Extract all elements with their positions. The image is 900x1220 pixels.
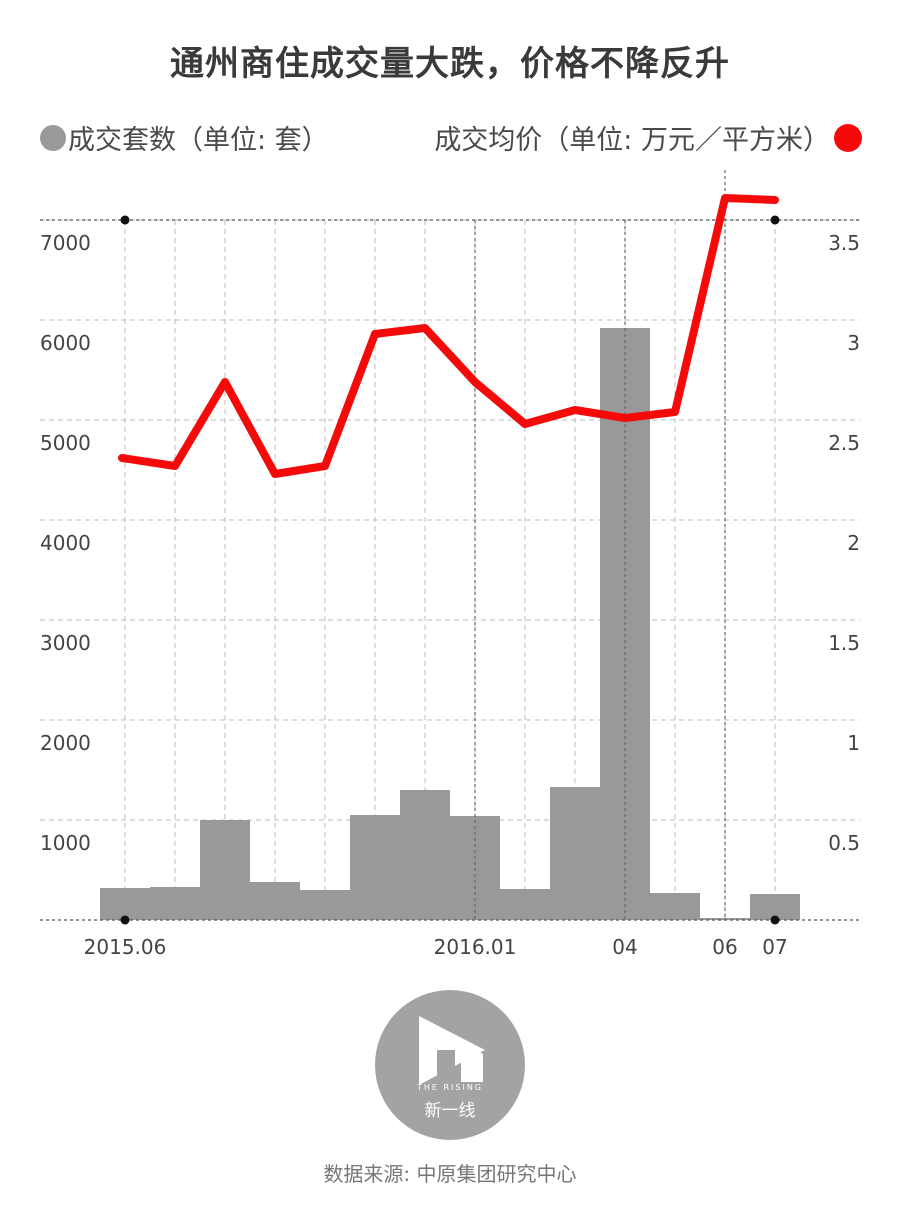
x-axis-tick-label: 06 xyxy=(712,935,737,959)
left-axis-tick-label: 4000 xyxy=(40,531,91,555)
logo-english-text: THE RISING xyxy=(416,1083,484,1092)
chart-canvas: 1000 2000 3000 4000 5000 6000 7000 0.5 1 1.5 2 2.5 3… xyxy=(40,170,860,959)
range-marker-dot xyxy=(120,215,130,225)
left-axis-tick-label: 5000 xyxy=(40,431,91,455)
right-axis-tick-label: 3.5 xyxy=(828,231,860,255)
right-axis-tick-label: 2 xyxy=(847,531,860,555)
range-marker-dot xyxy=(770,215,780,225)
right-axis-tick-label: 2.5 xyxy=(828,431,860,455)
legend-gray-dot-icon xyxy=(40,124,66,151)
bar xyxy=(350,815,400,920)
bar xyxy=(150,887,200,920)
legend-bars-label: 成交套数（单位: 套） xyxy=(68,125,329,156)
bar xyxy=(200,820,250,920)
bar xyxy=(500,889,550,920)
left-axis-tick-label: 2000 xyxy=(40,731,91,755)
legend-line-label: 成交均价（单位: 万元／平方米） xyxy=(434,125,830,156)
bar xyxy=(650,893,700,920)
chart-title: 通州商住成交量大跌，价格不降反升 xyxy=(170,44,730,84)
right-axis-tick-label: 1.5 xyxy=(828,631,860,655)
left-axis-tick-label: 1000 xyxy=(40,831,91,855)
left-axis-tick-label: 3000 xyxy=(40,631,91,655)
bar xyxy=(300,890,350,920)
range-marker-dot xyxy=(120,915,130,925)
legend-line: 成交均价（单位: 万元／平方米） xyxy=(434,118,862,157)
legend-red-dot-icon xyxy=(834,123,862,152)
x-axis-tick-label: 2015.06 xyxy=(84,935,167,959)
x-axis-tick-label: 04 xyxy=(612,935,637,959)
range-marker-dot xyxy=(770,915,780,925)
bar xyxy=(700,918,750,920)
x-axis-tick-label: 07 xyxy=(762,935,787,959)
bar xyxy=(100,888,150,920)
brand-logo: THE RISING 新一线 xyxy=(375,990,525,1140)
left-axis-tick-label: 7000 xyxy=(40,231,91,255)
right-axis-tick-label: 1 xyxy=(847,731,860,755)
logo-chinese-text: 新一线 xyxy=(424,1101,476,1121)
play-logo-icon xyxy=(419,1016,485,1085)
left-axis-tick-label: 6000 xyxy=(40,331,91,355)
right-axis-tick-label: 0.5 xyxy=(828,831,860,855)
bar xyxy=(250,882,300,920)
bar xyxy=(550,787,600,920)
legend-bars: 成交套数（单位: 套） xyxy=(40,118,329,157)
right-axis-tick-label: 3 xyxy=(847,331,860,355)
data-source: 数据来源: 中原集团研究中心 xyxy=(323,1162,577,1186)
price-line xyxy=(118,194,779,478)
bar xyxy=(400,790,450,920)
x-axis-tick-label: 2016.01 xyxy=(434,935,517,959)
